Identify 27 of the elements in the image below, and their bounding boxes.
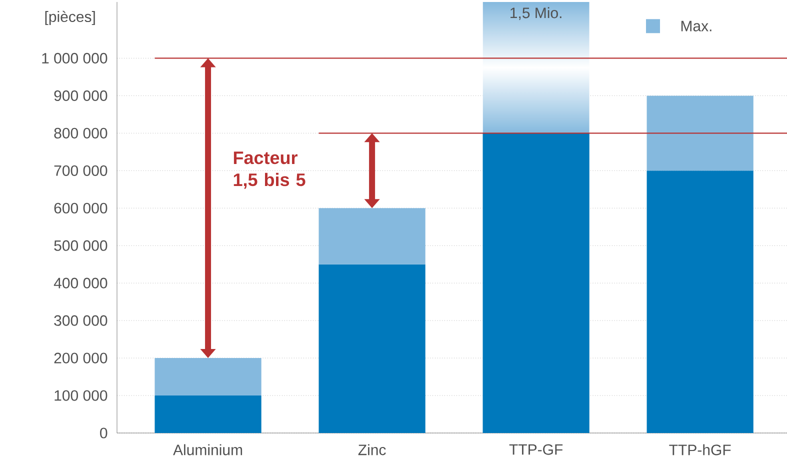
legend-label: Max. bbox=[681, 20, 712, 32]
y-axis-title: [pièces] bbox=[45, 10, 95, 26]
y-tick-label: 300 000 bbox=[54, 315, 108, 326]
y-tick-label: 800 000 bbox=[54, 128, 108, 138]
x-tick-label: Zinc bbox=[358, 444, 386, 456]
y-tick-label: 200 000 bbox=[54, 352, 108, 364]
y-tick-label: 500 000 bbox=[54, 240, 108, 251]
annotation: 1,5 Mio. bbox=[510, 7, 562, 20]
bar bbox=[318, 208, 426, 264]
x-tick-label: TTP-hGF bbox=[669, 444, 731, 456]
bar bbox=[646, 96, 754, 171]
bar bbox=[318, 264, 426, 433]
y-tick-label: 100 000 bbox=[54, 390, 108, 401]
y-tick-label: 400 000 bbox=[54, 278, 108, 288]
bar bbox=[154, 396, 262, 433]
y-tick-label: 1 000 000 bbox=[42, 52, 108, 64]
bar bbox=[154, 358, 262, 396]
y-tick-label: 600 000 bbox=[54, 202, 108, 214]
y-tick-label: 700 000 bbox=[54, 165, 108, 176]
bar bbox=[482, 133, 590, 433]
bar bbox=[646, 170, 754, 433]
bar bbox=[482, 2, 590, 133]
x-tick-label: Aluminium bbox=[173, 444, 242, 456]
y-tick-label: 900 000 bbox=[54, 90, 108, 101]
y-tick-label: 0 bbox=[100, 428, 108, 438]
x-tick-label: TTP-GF bbox=[509, 444, 563, 455]
annotation: Facteur 1,5 bis 5 bbox=[234, 152, 306, 189]
